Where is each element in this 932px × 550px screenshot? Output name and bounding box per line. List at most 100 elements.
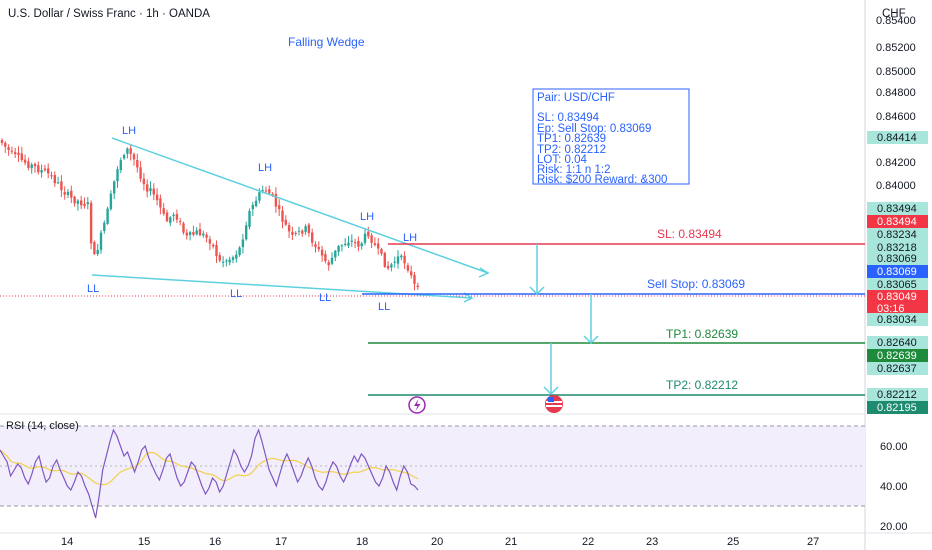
- candle-body: [93, 241, 96, 254]
- candle-body: [225, 260, 228, 262]
- candle-body: [129, 148, 132, 155]
- badge-0.83069-blue: 0.83069: [867, 265, 928, 278]
- candle-body: [109, 193, 113, 210]
- candle-body: [96, 249, 99, 255]
- lightning-event-icon[interactable]: [408, 396, 426, 414]
- candle-body: [271, 193, 274, 195]
- candle-body: [188, 232, 192, 235]
- candle-body: [294, 232, 297, 234]
- candlestick-series: [0, 138, 419, 291]
- svg-text:0.82637: 0.82637: [877, 363, 917, 375]
- candle-body: [221, 261, 225, 263]
- upper-trendline: [111, 137, 489, 274]
- candle-body: [0, 139, 4, 143]
- rsi-ma-line: [0, 449, 419, 486]
- swing-label-ll: LL: [378, 301, 390, 313]
- candle-body: [106, 208, 109, 224]
- candle-body: [377, 243, 380, 249]
- trade-levels[interactable]: SL: 0.83494 Sell Stop: 0.83069 TP1: 0.82…: [362, 227, 865, 396]
- candle-body: [14, 152, 17, 155]
- svg-text:0.83034: 0.83034: [877, 314, 917, 326]
- us-flag-event-icon[interactable]: [545, 395, 563, 413]
- swing-labels: LH LH LH LH LL LL LL LL: [87, 125, 417, 313]
- time-tick: 21: [505, 536, 517, 548]
- candle-body: [56, 182, 60, 184]
- candle-body: [245, 225, 248, 240]
- candle-body: [202, 233, 205, 236]
- candle-body: [155, 194, 159, 201]
- svg-text:0.83049: 0.83049: [877, 291, 917, 303]
- candle-body: [10, 150, 14, 152]
- rsi-pane: RSI (14, close) 60.00 40.00 20.00: [0, 420, 908, 533]
- time-axis: 14 15 16 17 18 20 21 22 23 25 27: [61, 536, 819, 548]
- candle-body: [7, 147, 10, 151]
- swing-label-lh: LH: [122, 125, 136, 137]
- candle-body: [413, 274, 416, 284]
- candle-body: [4, 142, 7, 147]
- candle-body: [53, 175, 56, 184]
- pattern-title: Falling Wedge: [288, 35, 365, 49]
- info-line: Risk: $200 Reward: &300: [537, 174, 667, 186]
- rsi-label: RSI (14, close): [6, 420, 79, 432]
- candle-body: [60, 181, 63, 191]
- candle-body: [386, 265, 390, 269]
- candle-body: [215, 244, 218, 257]
- time-tick: 16: [209, 536, 221, 548]
- price-badges: 0.84414 0.83494 0.83494 0.83234 0.83218 …: [867, 131, 928, 414]
- candle-body: [231, 257, 235, 260]
- candle-body: [416, 285, 419, 288]
- candle-body: [63, 191, 66, 195]
- svg-text:0.82640: 0.82640: [877, 337, 917, 349]
- candle-body: [27, 161, 30, 168]
- tp2-label: TP2: 0.82212: [666, 378, 738, 392]
- swing-label-lh: LH: [403, 232, 417, 244]
- candle-body: [373, 243, 377, 245]
- candle-body: [205, 234, 208, 238]
- price-tick: 0.84600: [876, 111, 916, 123]
- candle-body: [241, 239, 245, 248]
- candle-body: [261, 190, 264, 192]
- candle-body: [347, 242, 350, 246]
- candle-body: [330, 257, 334, 264]
- info-line: SL: 0.83494: [537, 112, 600, 124]
- candle-body: [344, 243, 347, 245]
- info-line: TP1: 0.82639: [537, 133, 606, 145]
- time-tick: 25: [727, 536, 739, 548]
- candle-body: [307, 224, 311, 234]
- sell-stop-label: Sell Stop: 0.83069: [647, 277, 745, 291]
- badge-0.83034: 0.83034: [867, 313, 928, 326]
- candle-body: [179, 221, 182, 223]
- candle-body: [251, 204, 254, 210]
- svg-text:0.83218: 0.83218: [877, 242, 917, 254]
- candle-body: [66, 191, 70, 196]
- candle-body: [360, 243, 363, 247]
- info-line: TP2: 0.82212: [537, 144, 606, 156]
- badge-0.83069-teal: 0.83069: [867, 252, 928, 265]
- price-tick: 0.84200: [876, 157, 916, 169]
- svg-text:0.84414: 0.84414: [877, 132, 917, 144]
- upper-trendline-arrow: [478, 267, 490, 278]
- candle-body: [119, 160, 122, 171]
- candle-body: [172, 214, 175, 217]
- candle-body: [340, 245, 344, 247]
- candle-body: [70, 190, 73, 198]
- candle-body: [396, 256, 400, 264]
- candle-body: [363, 233, 367, 243]
- time-tick: 14: [61, 536, 73, 548]
- candle-body: [80, 200, 83, 206]
- candle-body: [317, 247, 320, 250]
- badge-0.83065: 0.83065: [867, 278, 928, 291]
- swing-label-lh: LH: [258, 162, 272, 174]
- candle-body: [33, 163, 37, 167]
- candle-body: [281, 210, 284, 222]
- candle-body: [284, 219, 287, 225]
- svg-text:0.82639: 0.82639: [877, 350, 917, 362]
- candle-body: [152, 188, 155, 195]
- svg-text:0.83494: 0.83494: [877, 203, 917, 215]
- svg-text:0.83065: 0.83065: [877, 279, 917, 291]
- candle-body: [268, 189, 271, 194]
- time-tick: 23: [646, 536, 658, 548]
- candle-body: [367, 231, 370, 237]
- svg-text:0.83234: 0.83234: [877, 229, 917, 241]
